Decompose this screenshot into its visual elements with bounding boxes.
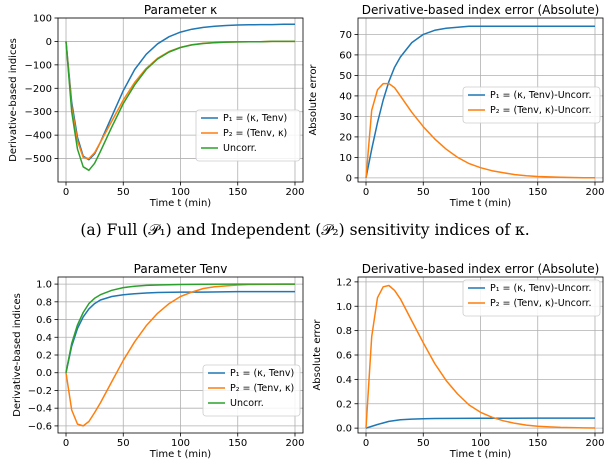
y-axis-label: Absolute error: [312, 319, 323, 391]
x-tick-label: 200: [285, 438, 304, 449]
x-axis-label: Time t (min): [149, 198, 212, 209]
x-axis-label: Time t (min): [449, 449, 512, 460]
x-tick-label: 50: [417, 438, 430, 449]
panel-kappa-indices: 0 50 100 150 200 −500 −400 −300 −200 −100 0 100 Para…: [8, 3, 305, 209]
chart-title: Derivative-based index error (Absolute): [362, 262, 600, 276]
figure-caption: (a) Full (𝒫₁) and Independent (𝒫₂) sensi…: [80, 221, 530, 239]
x-tick-label: 100: [171, 438, 190, 449]
y-tick-label: 50: [339, 71, 352, 82]
x-tick-label: 100: [171, 187, 190, 198]
legend-label: P₁ = (κ, Tenv)-Uncorr.: [490, 283, 592, 294]
x-tick-label: 200: [585, 187, 604, 198]
y-tick-label: 0.2: [36, 351, 52, 362]
panel-tenv-indices: 0 50 100 150 200 −0.6 −0.4 −0.2 0.0 0.2 0.4 0.6 0.8 1…: [12, 262, 305, 460]
x-axis-label: Time t (min): [149, 449, 212, 460]
y-tick-label: 0.8: [336, 326, 352, 337]
legend: P₁ = (κ, Tenv)-Uncorr. P₂ = (Tenv, κ)-Unc…: [462, 86, 601, 124]
chart-title: Parameter Tenv: [134, 262, 228, 276]
y-tick-label: −200: [25, 84, 52, 95]
series-line-3: [65, 40, 295, 172]
y-tick-label: −0.6: [28, 421, 52, 432]
x-tick-label: 200: [585, 438, 604, 449]
y-tick-label: 0: [46, 37, 52, 48]
chart-title: Parameter κ: [144, 3, 217, 17]
legend-label: P₁ = (κ, Tenv)-Uncorr.: [490, 90, 592, 101]
y-axis-label: Derivative-based indices: [12, 293, 23, 417]
y-tick-label: 100: [33, 14, 52, 25]
x-tick-label: 200: [285, 187, 304, 198]
legend-label: P₂ = (Tenv, κ)-Uncorr.: [490, 105, 592, 116]
y-tick-label: 1.2: [336, 277, 352, 288]
series-line-1: [365, 25, 595, 179]
y-tick-label: 0.0: [336, 424, 352, 435]
legend-box: [202, 364, 301, 417]
y-tick-label: 0.2: [336, 399, 352, 410]
y-tick-label: 1.0: [336, 302, 352, 313]
legend-box: [195, 109, 301, 162]
x-tick-label: 50: [117, 438, 130, 449]
legend-label: P₂ = (Tenv, κ)-Uncorr.: [490, 298, 592, 309]
x-tick-label: 150: [528, 187, 547, 198]
legend-label: P₁ = (κ, Tenv): [223, 113, 287, 124]
x-tick-label: 0: [63, 438, 69, 449]
legend-label: Uncorr.: [230, 398, 264, 409]
y-tick-label: 0.4: [36, 333, 52, 344]
panel-tenv-error: 0 50 100 150 200 0.0 0.2 0.4 0.6 0.8 1.0 1.2 Derivat…: [312, 262, 605, 460]
x-tick-label: 50: [417, 187, 430, 198]
x-tick-label: 0: [363, 438, 369, 449]
y-tick-label: 0.0: [36, 368, 52, 379]
y-tick-label: 0.6: [336, 351, 352, 362]
y-tick-label: −500: [25, 154, 52, 165]
y-tick-label: 60: [339, 50, 352, 61]
y-tick-label: 0.6: [36, 315, 52, 326]
legend-box: [462, 279, 601, 317]
y-axis-label: Derivative-based indices: [8, 38, 19, 162]
legend: P₁ = (κ, Tenv) P₂ = (Tenv, κ) Uncorr.: [202, 364, 301, 417]
series-line-2: [365, 284, 596, 429]
y-tick-label: 30: [339, 112, 352, 123]
x-tick-label: 0: [63, 187, 69, 198]
series-line-2: [365, 82, 595, 179]
x-tick-label: 50: [117, 187, 130, 198]
y-tick-label: 1.0: [36, 280, 52, 291]
x-tick-label: 100: [471, 438, 490, 449]
y-tick-label: 0.8: [36, 297, 52, 308]
legend-label: P₁ = (κ, Tenv): [230, 368, 294, 379]
y-axis-label: Absolute error: [308, 64, 319, 136]
y-tick-label: −400: [25, 131, 52, 142]
y-tick-label: −0.2: [28, 386, 52, 397]
legend-box: [462, 86, 601, 124]
legend-label: P₂ = (Tenv, κ): [230, 383, 294, 394]
y-tick-label: 0.4: [336, 375, 352, 386]
panel-kappa-error: 0 50 100 150 200 0 10 20 30 40 50 60 70 Derivative-ba…: [308, 3, 605, 209]
legend-label: Uncorr.: [223, 143, 257, 154]
legend: P₁ = (κ, Tenv)-Uncorr. P₂ = (Tenv, κ)-Unc…: [462, 279, 601, 317]
series-line-3: [65, 283, 295, 373]
y-tick-label: 10: [339, 153, 352, 164]
series-line-1: [365, 417, 595, 429]
x-tick-label: 0: [363, 187, 369, 198]
chart-title: Derivative-based index error (Absolute): [362, 3, 600, 17]
legend: P₁ = (κ, Tenv) P₂ = (Tenv, κ) Uncorr.: [195, 109, 301, 162]
x-axis-label: Time t (min): [449, 198, 512, 209]
legend-label: P₂ = (Tenv, κ): [223, 128, 287, 139]
x-tick-label: 150: [228, 187, 247, 198]
x-tick-label: 150: [528, 438, 547, 449]
y-tick-label: 20: [339, 132, 352, 143]
x-tick-label: 150: [228, 438, 247, 449]
y-tick-label: 40: [339, 91, 352, 102]
y-tick-label: 70: [339, 30, 352, 41]
x-tick-label: 100: [471, 187, 490, 198]
y-tick-label: −100: [25, 60, 52, 71]
y-tick-label: −300: [25, 107, 52, 118]
y-tick-label: −0.4: [28, 404, 52, 415]
y-tick-label: 0: [346, 173, 352, 184]
